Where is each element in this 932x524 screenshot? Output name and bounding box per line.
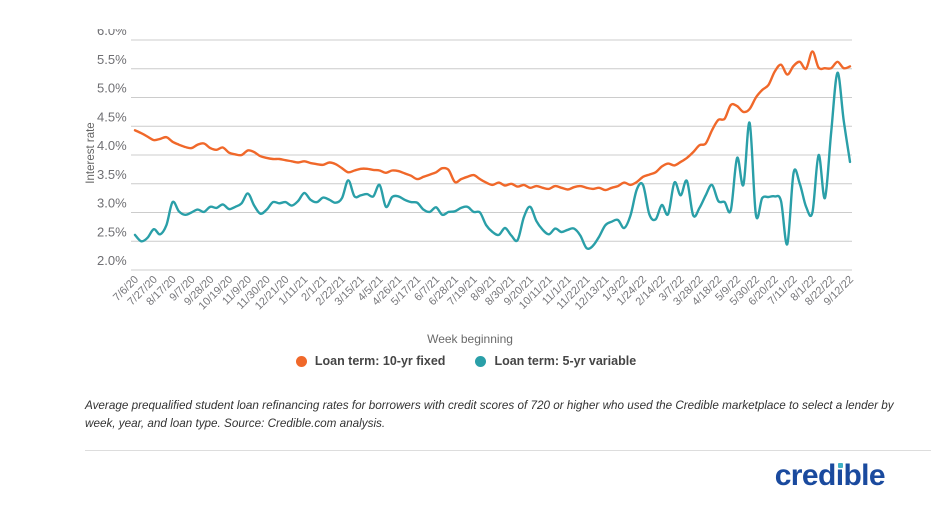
logo-text-before-i: cred: [774, 459, 837, 492]
logo-i-base: ı: [835, 459, 844, 492]
series-line-loan-term-5-yr-variable: [133, 71, 852, 251]
legend-item-5yr-variable: Loan term: 5-yr variable: [475, 354, 636, 368]
y-tick-label: 3.5%: [97, 167, 127, 182]
y-tick-label: 5.0%: [97, 81, 127, 96]
credible-logo: cred ıble: [774, 459, 886, 492]
x-axis-title: Week beginning: [427, 332, 513, 346]
legend-label-10yr-fixed: Loan term: 10-yr fixed: [314, 354, 446, 368]
legend-dot-5yr-variable-icon: [475, 355, 487, 367]
series-line-loan-term-10-yr-fixed: [133, 50, 852, 192]
y-tick-label: 2.5%: [97, 224, 127, 239]
logo-letter-i: ı: [836, 461, 844, 491]
legend: Loan term: 10-yr fixed Loan term: 5-yr v…: [0, 354, 932, 368]
y-axis-title: Interest rate: [85, 122, 97, 184]
y-tick-label: 4.0%: [97, 138, 127, 153]
top-crop-band: [0, 0, 932, 29]
y-tick-label: 4.5%: [97, 109, 127, 124]
footer-divider: [85, 450, 931, 451]
y-tick-label: 2.0%: [97, 253, 127, 268]
chart-caption: Average prequalified student loan refina…: [85, 399, 894, 431]
y-tick-label: 3.0%: [97, 196, 127, 211]
y-tick-label: 5.5%: [97, 52, 127, 67]
legend-item-10yr-fixed: Loan term: 10-yr fixed: [295, 354, 446, 368]
logo-text-after-i: ble: [843, 459, 885, 492]
legend-dot-10yr-fixed-icon: [295, 355, 307, 367]
logo-i-dot-icon: [837, 462, 844, 468]
rates-line-chart: 6.0%5.5%5.0%4.5%4.0%3.5%3.0%2.5%2.0%7/6/…: [0, 0, 932, 313]
legend-label-5yr-variable: Loan term: 5-yr variable: [494, 354, 637, 368]
